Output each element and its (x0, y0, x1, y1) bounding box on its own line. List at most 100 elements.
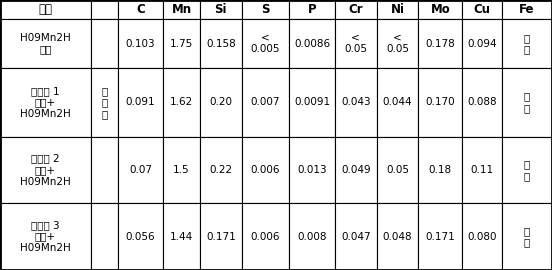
Text: 实
测
値: 实 测 値 (101, 86, 108, 119)
Bar (289, 0, 335, 19)
Bar (376, 203, 418, 270)
Text: 0.05: 0.05 (386, 165, 409, 175)
Text: 0.171: 0.171 (426, 232, 455, 242)
Text: 0.158: 0.158 (206, 39, 236, 49)
Bar (463, 203, 502, 270)
Bar (91, 203, 118, 270)
Text: Cu: Cu (474, 3, 491, 16)
Text: 0.103: 0.103 (126, 39, 155, 49)
Bar (200, 68, 242, 137)
Bar (376, 68, 418, 137)
Bar (463, 68, 502, 137)
Bar (200, 203, 242, 270)
Text: <
0.05: < 0.05 (344, 33, 367, 55)
Bar (242, 19, 289, 68)
Bar (418, 137, 463, 203)
Bar (118, 68, 163, 137)
Bar (242, 203, 289, 270)
Bar (0, 19, 91, 68)
Text: P: P (308, 3, 316, 16)
Bar (163, 68, 200, 137)
Text: Ni: Ni (390, 3, 405, 16)
Text: 0.20: 0.20 (209, 97, 232, 107)
Bar (242, 68, 289, 137)
Bar (289, 137, 335, 203)
Bar (163, 19, 200, 68)
Text: 1.44: 1.44 (170, 232, 193, 242)
Text: C: C (136, 3, 145, 16)
Text: 0.170: 0.170 (426, 97, 455, 107)
Bar (502, 19, 552, 68)
Bar (118, 203, 163, 270)
Bar (118, 137, 163, 203)
Text: 实施例 1
焊剂+
H09Mn2H: 实施例 1 焊剂+ H09Mn2H (20, 86, 71, 119)
Text: 0.178: 0.178 (426, 39, 455, 49)
Bar (376, 0, 418, 19)
Text: 其
余: 其 余 (524, 33, 530, 55)
Bar (463, 0, 502, 19)
Text: 0.047: 0.047 (341, 232, 370, 242)
Text: 实施例 2
焊剂+
H09Mn2H: 实施例 2 焊剂+ H09Mn2H (20, 153, 71, 187)
Bar (242, 137, 289, 203)
Bar (376, 19, 418, 68)
Bar (376, 137, 418, 203)
Text: 0.0086: 0.0086 (294, 39, 330, 49)
Text: Mn: Mn (172, 3, 192, 16)
Bar (289, 19, 335, 68)
Bar (91, 137, 118, 203)
Bar (289, 203, 335, 270)
Text: 0.22: 0.22 (209, 165, 232, 175)
Bar (335, 68, 376, 137)
Bar (463, 137, 502, 203)
Text: 0.088: 0.088 (467, 97, 497, 107)
Bar (0, 68, 91, 137)
Text: 其
余: 其 余 (524, 226, 530, 247)
Text: <
0.05: < 0.05 (386, 33, 409, 55)
Text: 实施例 3
焊剂+
H09Mn2H: 实施例 3 焊剂+ H09Mn2H (20, 220, 71, 253)
Text: S: S (261, 3, 270, 16)
Text: 1.62: 1.62 (170, 97, 193, 107)
Bar (463, 19, 502, 68)
Text: 0.056: 0.056 (126, 232, 155, 242)
Bar (91, 68, 118, 137)
Text: 1.75: 1.75 (170, 39, 193, 49)
Text: 0.044: 0.044 (383, 97, 412, 107)
Bar (0, 137, 91, 203)
Text: 0.0091: 0.0091 (294, 97, 330, 107)
Bar (91, 19, 118, 68)
Bar (91, 0, 118, 19)
Bar (418, 0, 463, 19)
Text: 0.008: 0.008 (298, 232, 327, 242)
Text: Fe: Fe (519, 3, 534, 16)
Bar (335, 0, 376, 19)
Text: 0.006: 0.006 (251, 165, 280, 175)
Bar (163, 0, 200, 19)
Text: H09Mn2H
焉丝: H09Mn2H 焉丝 (20, 33, 71, 55)
Text: 0.11: 0.11 (470, 165, 493, 175)
Bar (335, 203, 376, 270)
Bar (335, 137, 376, 203)
Text: 1.5: 1.5 (173, 165, 190, 175)
Bar (163, 203, 200, 270)
Bar (502, 203, 552, 270)
Bar (502, 0, 552, 19)
Bar (502, 137, 552, 203)
Text: 牌号: 牌号 (39, 3, 52, 16)
Bar (118, 19, 163, 68)
Text: 0.18: 0.18 (429, 165, 452, 175)
Text: 0.043: 0.043 (341, 97, 370, 107)
Bar (200, 137, 242, 203)
Bar (118, 0, 163, 19)
Text: 其
余: 其 余 (524, 92, 530, 113)
Text: 0.171: 0.171 (206, 232, 236, 242)
Text: 0.006: 0.006 (251, 232, 280, 242)
Bar (418, 68, 463, 137)
Bar (289, 68, 335, 137)
Bar (0, 0, 91, 19)
Bar (418, 203, 463, 270)
Text: Mo: Mo (431, 3, 450, 16)
Text: 其
余: 其 余 (524, 159, 530, 181)
Bar (200, 19, 242, 68)
Text: Cr: Cr (348, 3, 363, 16)
Text: <
0.005: < 0.005 (251, 33, 280, 55)
